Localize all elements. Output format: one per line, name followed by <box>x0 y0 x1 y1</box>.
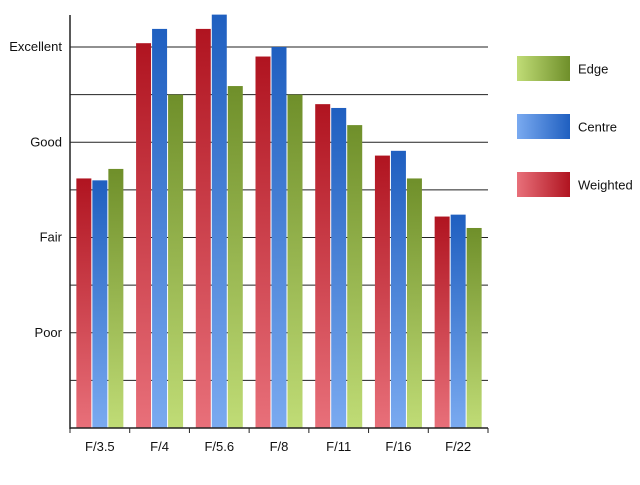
bar-centre-F22 <box>450 214 466 428</box>
legend: Edge Centre Weighted <box>517 56 633 197</box>
legend-label-centre: Centre <box>578 120 617 135</box>
bar-edge-F35 <box>108 168 124 429</box>
bar-weighted-F8 <box>255 56 271 429</box>
legend-swatch-centre <box>517 114 570 139</box>
y-tick-label: Excellent <box>9 39 62 54</box>
bar-edge-F4 <box>168 94 184 428</box>
bar-weighted-F22 <box>434 216 450 428</box>
bar-edge-F11 <box>347 125 363 428</box>
x-tick-label: F/11 <box>326 439 351 454</box>
x-axis-tick-labels: F/3.5 F/4 F/5.6 F/8 F/11 F/16 F/22 <box>85 439 471 454</box>
axes <box>69 15 489 433</box>
bar-centre-F4 <box>152 28 168 429</box>
legend-label-weighted: Weighted <box>578 178 633 193</box>
bar-weighted-F4 <box>136 43 152 428</box>
bar-weighted-F35 <box>76 178 92 428</box>
legend-swatch-weighted <box>517 172 570 197</box>
x-tick-label: F/5.6 <box>204 439 234 454</box>
bar-edge-F8 <box>287 94 303 428</box>
bar-centre-F35 <box>92 180 108 428</box>
bar-centre-F56 <box>211 14 227 429</box>
bar-weighted-F11 <box>315 104 331 429</box>
y-axis-tick-labels: Poor Fair Good Excellent <box>9 39 62 340</box>
x-tick-label: F/4 <box>150 439 169 454</box>
bar-edge-F56 <box>227 86 243 429</box>
x-tick-label: F/8 <box>270 439 289 454</box>
x-tick-label: F/16 <box>385 439 411 454</box>
legend-swatch-edge <box>517 56 570 81</box>
bar-weighted-F16 <box>374 155 390 428</box>
bars <box>76 14 482 429</box>
x-tick-label: F/3.5 <box>85 439 115 454</box>
bar-centre-F8 <box>271 47 287 428</box>
bar-edge-F22 <box>466 227 482 428</box>
y-tick-label: Fair <box>40 230 63 245</box>
legend-label-edge: Edge <box>578 62 608 77</box>
bar-weighted-F56 <box>195 28 211 429</box>
x-tick-label: F/22 <box>445 439 471 454</box>
bar-edge-F16 <box>406 178 422 428</box>
y-tick-label: Poor <box>35 325 63 340</box>
bar-centre-F16 <box>390 150 406 428</box>
y-tick-label: Good <box>30 134 62 149</box>
bar-centre-F11 <box>331 107 347 429</box>
